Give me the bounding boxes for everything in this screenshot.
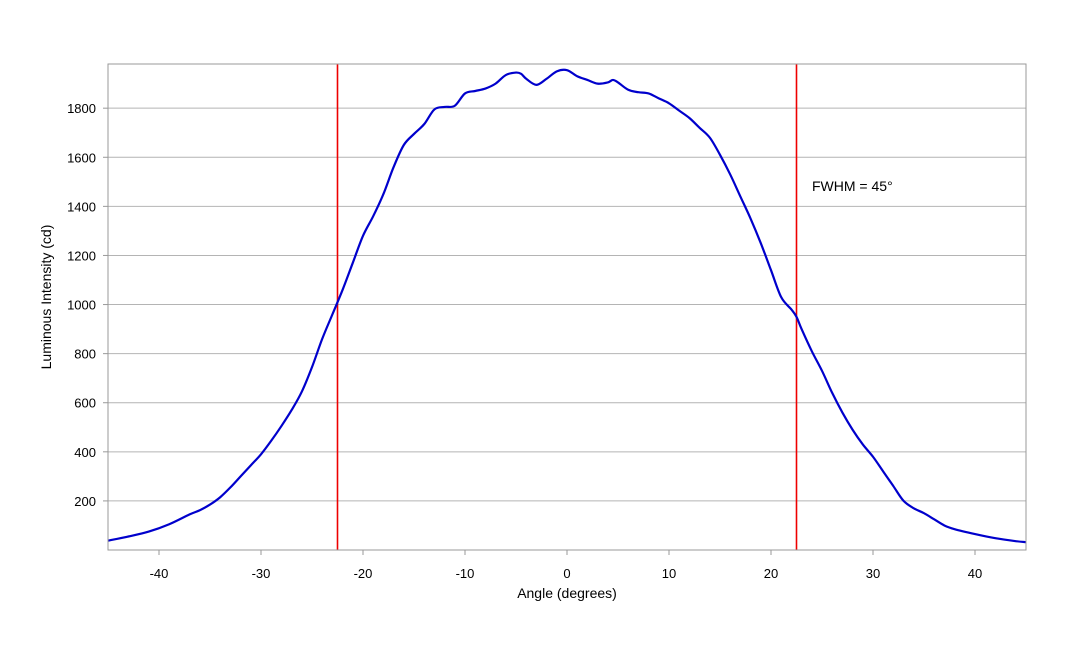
- y-tick-label: 600: [74, 396, 96, 411]
- x-tick-label: 10: [662, 566, 676, 581]
- x-tick-label: -20: [354, 566, 373, 581]
- x-tick-label: 20: [764, 566, 778, 581]
- y-tick-label: 800: [74, 347, 96, 362]
- data-lines: [107, 64, 1027, 550]
- y-tick-label: 400: [74, 445, 96, 460]
- y-tick-label: 1600: [67, 150, 96, 165]
- x-tick-label: -10: [456, 566, 475, 581]
- intensity-series-line: [107, 68, 1027, 544]
- x-axis-title: Angle (degrees): [517, 585, 617, 601]
- y-tick-label: 1000: [67, 298, 96, 313]
- x-tick-label: 0: [563, 566, 570, 581]
- y-tick-label: 1200: [67, 248, 96, 263]
- y-tick-label: 1400: [67, 199, 96, 214]
- y-axis-title: Luminous Intensity (cd): [38, 225, 54, 370]
- x-tick-label: 40: [968, 566, 982, 581]
- y-tick-label: 1800: [67, 101, 96, 116]
- x-tick-label: -30: [252, 566, 271, 581]
- x-tick-label: 30: [866, 566, 880, 581]
- grid-lines: [108, 107, 1026, 502]
- fwhm-annotation: FWHM = 45°: [812, 178, 893, 194]
- y-tick-label: 200: [74, 494, 96, 509]
- x-tick-label: -40: [150, 566, 169, 581]
